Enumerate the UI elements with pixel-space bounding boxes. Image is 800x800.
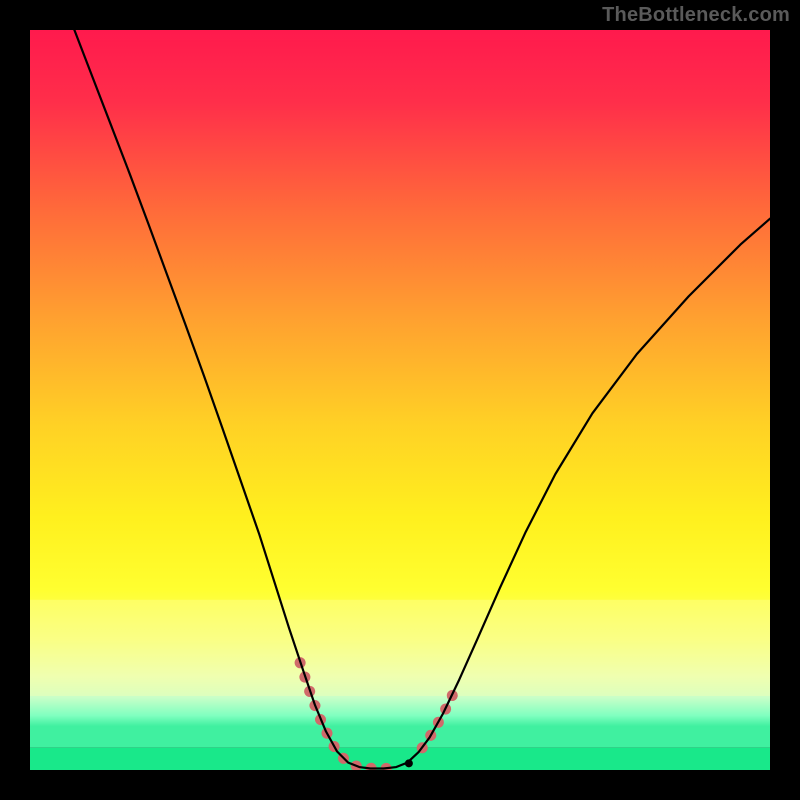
watermark-text: TheBottleneck.com: [602, 4, 790, 27]
bottleneck-chart: [30, 30, 770, 770]
outer-frame: TheBottleneck.com: [0, 0, 800, 800]
plot-area: [30, 30, 770, 770]
